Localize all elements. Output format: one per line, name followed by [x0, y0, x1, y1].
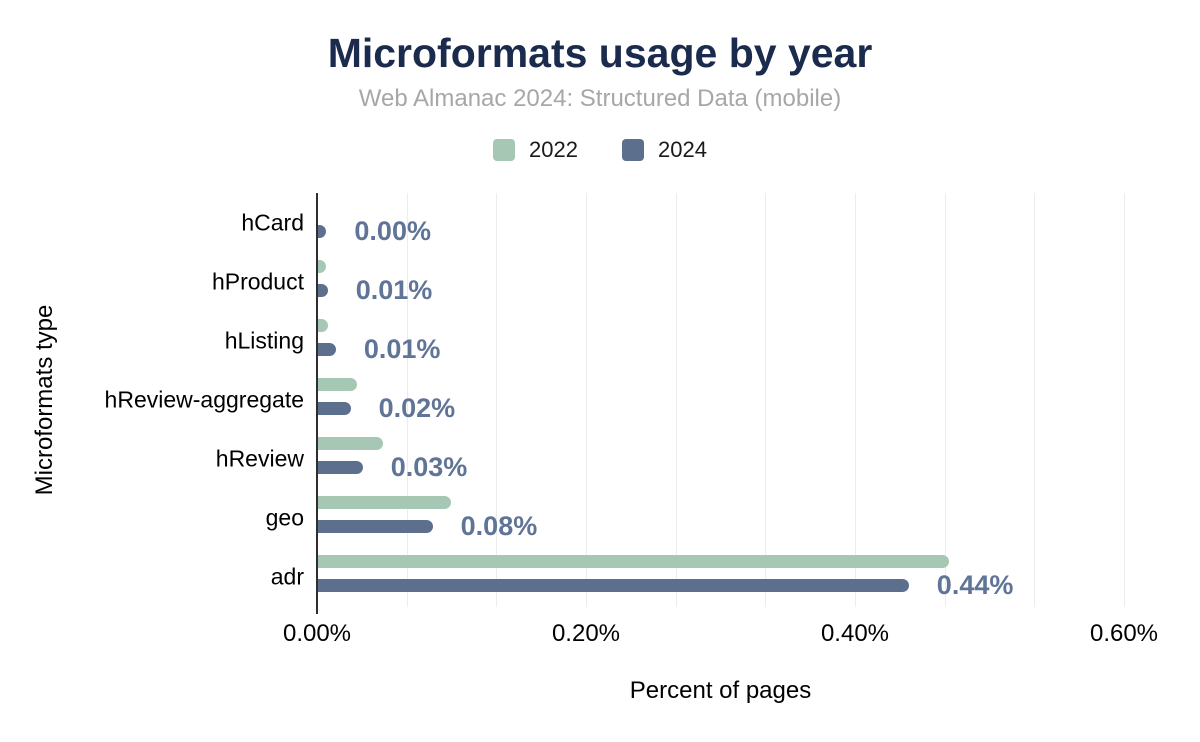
legend-item-2022[interactable]: 2022	[493, 139, 578, 161]
gridline	[854, 193, 856, 607]
bar-2024-hReview[interactable]	[317, 461, 363, 475]
x-axis-ticks: 0.00% 0.20% 0.40% 0.60%	[283, 620, 1158, 647]
bar-2024-adr[interactable]	[317, 579, 909, 593]
value-label: 0.08%	[460, 511, 538, 542]
bar-2024-hListing[interactable]	[317, 342, 336, 356]
bar-2024-hReview-aggregate[interactable]	[317, 401, 351, 415]
category-label: hCard	[241, 209, 304, 236]
category-label: hProduct	[211, 268, 304, 295]
y-axis-line	[316, 193, 318, 614]
bar-2024-hCard[interactable]	[317, 224, 327, 238]
bar-2022-hReview[interactable]	[317, 437, 383, 451]
bar-2022-hListing[interactable]	[317, 318, 328, 332]
x-axis-title: Percent of pages	[629, 677, 812, 704]
bar-row-geo: geo 0.08%	[266, 489, 1124, 548]
gridline	[406, 193, 408, 607]
x-tick-label: 0.00%	[282, 620, 352, 647]
legend: 2022 2024	[0, 139, 1200, 161]
value-label: 0.44%	[936, 570, 1014, 601]
x-tick-label: 0.60%	[1089, 620, 1159, 647]
category-label: hReview-aggregate	[104, 386, 304, 413]
x-tick-label: 0.40%	[820, 620, 890, 647]
legend-swatch-2024	[622, 139, 644, 161]
legend-label-2022: 2022	[529, 137, 578, 162]
value-label: 0.00%	[354, 215, 431, 246]
bar-row-hReview: hReview 0.03%	[216, 430, 1124, 489]
bar-2024-geo[interactable]	[317, 520, 433, 534]
category-label: geo	[265, 504, 304, 531]
legend-swatch-2022	[493, 139, 516, 161]
value-label: 0.01%	[363, 333, 441, 364]
gridline	[765, 193, 767, 607]
value-label: 0.01%	[355, 274, 433, 305]
plot-area: hCard 0.00% hProduct 0.01% hListing 0.01% hRev…	[105, 193, 1158, 704]
value-label: 0.03%	[390, 452, 468, 483]
x-tick-label: 0.20%	[551, 620, 621, 647]
bar-row-hListing: hListing 0.01%	[225, 311, 1124, 370]
chart-title: Microformats usage by year	[327, 30, 873, 76]
bar-2022-geo[interactable]	[317, 496, 452, 510]
chart-subtitle: Web Almanac 2024: Structured Data (mobil…	[358, 85, 842, 112]
value-label: 0.02%	[378, 392, 456, 423]
bar-row-hProduct: hProduct 0.01%	[212, 252, 1124, 311]
gridline	[675, 193, 677, 607]
gridline	[585, 193, 587, 607]
legend-item-2024[interactable]: 2024	[622, 139, 707, 161]
legend-label-2024: 2024	[658, 137, 707, 162]
y-axis-title: Microformats type	[31, 304, 58, 496]
gridline	[496, 193, 498, 607]
plot-rows: hCard 0.00% hProduct 0.01% hListing 0.01% hRev…	[105, 193, 1124, 607]
bar-row-hCard: hCard 0.00%	[241, 193, 1124, 252]
bar-2024-hProduct[interactable]	[317, 283, 328, 297]
gridline	[944, 193, 946, 607]
category-label: hReview	[215, 445, 304, 472]
gridline	[1034, 193, 1036, 607]
category-label: hListing	[224, 327, 304, 354]
bar-2022-hReview-aggregate[interactable]	[317, 377, 358, 391]
gridline	[1124, 193, 1125, 607]
bar-row-hReview-aggregate: hReview-aggregate 0.02%	[105, 370, 1124, 429]
bar-2022-adr[interactable]	[317, 555, 950, 569]
category-label: adr	[270, 563, 304, 590]
bar-row-adr: adr 0.44%	[271, 548, 1124, 607]
bar-2022-hProduct[interactable]	[317, 259, 327, 273]
